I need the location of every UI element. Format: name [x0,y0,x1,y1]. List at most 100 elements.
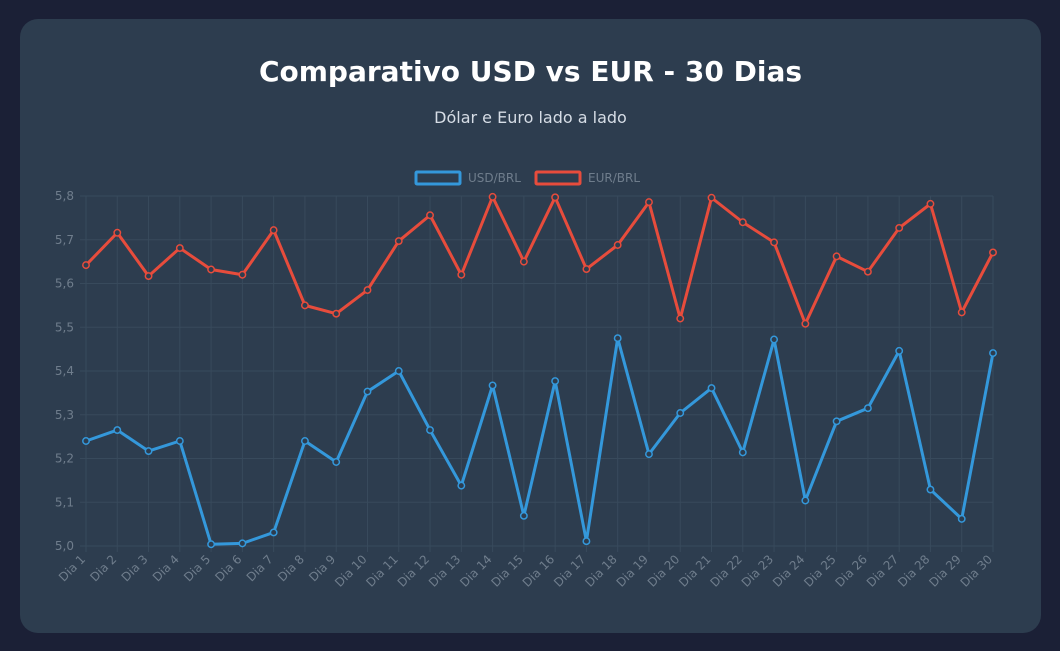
chart-title: Comparativo USD vs EUR - 30 Dias [258,55,803,88]
x-tick-label: Dia 4 [150,552,182,584]
data-point [707,193,716,202]
x-tick-label: Dia 15 [488,552,525,589]
x-tick-label: Dia 17 [551,552,588,589]
y-tick-label: 5,1 [55,495,74,509]
x-tick-label: Dia 12 [395,552,432,589]
data-point [300,301,309,310]
data-point [332,309,341,318]
data-point [738,218,747,227]
legend-label: EUR/BRL [588,171,640,185]
x-tick-label: Dia 23 [739,552,776,589]
data-point [613,334,622,343]
data-point [426,211,434,220]
data-point [832,417,841,426]
data-point [300,437,309,445]
data-point [645,198,653,207]
x-tick-label: Dia 1 [56,552,88,584]
legend-label: USD/BRL [468,171,521,185]
data-point [738,448,747,457]
x-tick-label: Dia 26 [833,552,870,589]
x-tick-label: Dia 7 [244,552,276,584]
data-point [582,537,591,546]
data-point [269,528,278,537]
data-point [613,241,622,249]
x-tick-label: Dia 16 [520,552,557,589]
x-tick-label: Dia 3 [119,552,151,584]
x-tick-label: Dia 19 [614,552,651,589]
x-tick-label: Dia 27 [864,552,901,589]
data-point [363,286,372,295]
data-point [926,199,935,208]
x-tick-label: Dia 8 [275,552,307,584]
x-tick-label: Dia 25 [801,552,838,589]
data-point [488,192,497,201]
x-tick-label: Dia 13 [426,552,463,589]
x-tick-label: Dia 11 [363,552,400,589]
data-point [895,223,904,232]
data-point [363,387,372,396]
x-tick-label: Dia 5 [181,552,213,584]
data-point [207,540,216,549]
data-point [770,335,779,344]
x-tick-label: Dia 2 [87,552,119,584]
data-point [957,514,966,523]
data-point [269,226,278,235]
data-point [82,437,90,445]
data-point [832,252,841,261]
y-tick-label: 5,6 [55,277,74,291]
data-point [863,404,872,413]
series-line-eur [84,195,995,326]
x-tick-label: Dia 30 [958,552,995,589]
y-tick-label: 5,4 [55,364,74,378]
x-tick-label: Dia 10 [332,552,369,589]
x-tick-label: Dia 22 [707,552,744,589]
data-point [426,426,434,435]
x-tick-label: Dia 14 [457,552,494,589]
data-point [551,193,560,202]
data-point [144,447,153,456]
y-tick-label: 5,2 [55,452,74,466]
data-point [645,450,653,459]
data-point [394,237,403,246]
chart-subtitle: Dólar e Euro lado a lado [434,108,627,127]
data-point [707,384,716,393]
data-point [82,261,90,270]
x-tick-label: Dia 28 [895,552,932,589]
data-point [144,272,153,281]
y-tick-label: 5,8 [55,189,74,203]
data-point [801,496,810,505]
y-tick-label: 5,0 [55,539,74,553]
data-point [113,426,122,435]
data-point [957,308,966,317]
data-point [113,228,122,237]
x-tick-label: Dia 21 [676,552,713,589]
legend-swatch [414,170,462,186]
x-tick-label: Dia 20 [645,552,682,589]
data-point [863,267,872,276]
data-point [175,244,184,253]
data-point [926,485,935,494]
data-point [457,481,466,490]
series-line-usd [84,336,995,546]
data-point [551,377,560,386]
y-tick-label: 5,3 [55,408,74,422]
data-point [582,265,591,274]
data-point [519,511,528,520]
data-point [895,346,904,355]
x-tick-label: Dia 24 [770,552,807,589]
x-tick-label: Dia 6 [212,552,244,584]
data-point [676,314,685,323]
data-point [676,409,685,417]
data-point [989,349,997,358]
x-tick-label: Dia 29 [926,552,963,589]
data-point [238,539,247,548]
data-point [801,319,810,328]
data-point [332,458,341,466]
data-point [207,265,216,274]
data-point [519,257,528,266]
chart-card: Comparativo USD vs EUR - 30 Dias Dólar e… [20,19,1041,633]
data-point [457,270,466,279]
data-point [989,248,997,257]
x-tick-label: Dia 18 [582,552,619,589]
